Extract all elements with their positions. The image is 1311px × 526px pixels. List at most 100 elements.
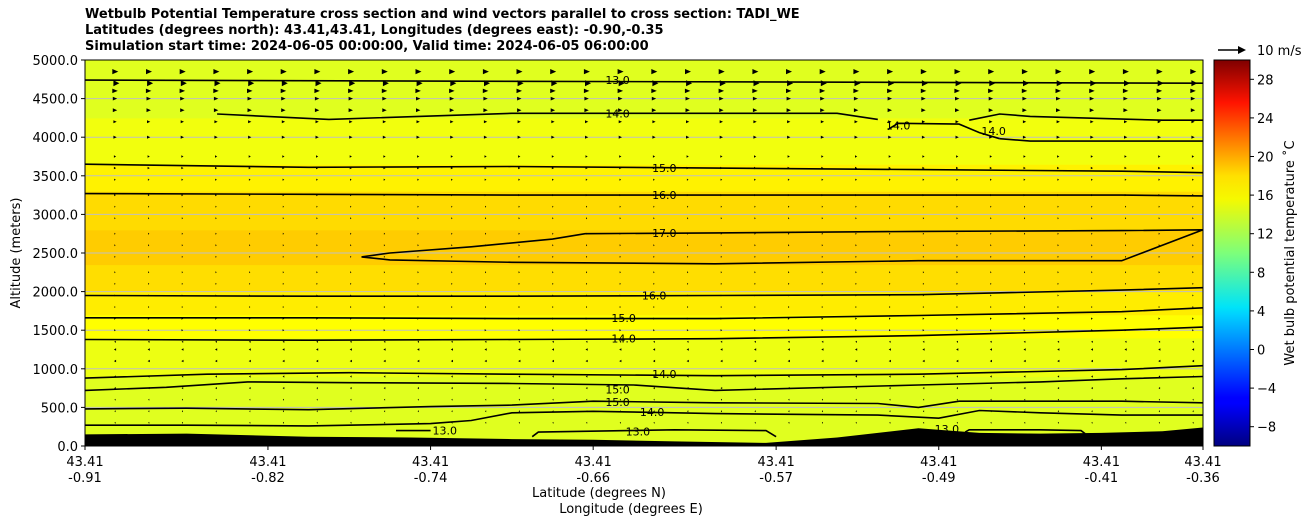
wind-vector: [114, 255, 116, 258]
wind-vector: [754, 398, 756, 401]
wind-vector: [720, 178, 723, 181]
wind-vector: [248, 329, 251, 332]
wind-vector: [1190, 108, 1196, 113]
wind-vector: [517, 108, 522, 113]
wind-vector: [113, 166, 117, 170]
y-tick-label: 5000.0: [33, 54, 79, 69]
wind-vector: [215, 398, 217, 401]
wind-vector: [316, 271, 318, 274]
wind-vector: [282, 359, 285, 363]
wind-vector: [485, 217, 487, 220]
wind-vector: [1023, 317, 1026, 320]
wind-vector: [1124, 329, 1127, 332]
field-band: [85, 117, 1203, 165]
wind-vector: [1089, 69, 1096, 75]
wind-vector: [653, 205, 655, 208]
wind-vector: [889, 232, 891, 235]
wind-vector: [618, 120, 622, 124]
wind-vector: [148, 217, 150, 220]
wind-vector: [147, 194, 150, 197]
wind-vector: [1157, 120, 1161, 124]
wind-vector: [754, 410, 756, 413]
contour-line: [969, 113, 1203, 121]
wind-vector: [552, 398, 554, 401]
wind-vector: [687, 255, 689, 258]
wind-vector: [889, 294, 891, 297]
wind-vector: [1123, 108, 1128, 113]
wind-vector: [518, 398, 520, 401]
wind-vector: [113, 80, 120, 87]
wind-vector: [1057, 232, 1059, 235]
wind-vector: [652, 120, 656, 124]
y-tick-label: 1000.0: [33, 363, 79, 378]
wind-vector: [1056, 135, 1060, 139]
wind-vector: [1091, 329, 1093, 332]
wind-vector: [754, 205, 756, 208]
wind-vector: [147, 340, 150, 343]
wind-vector: [990, 387, 992, 390]
wind-vector: [754, 166, 757, 170]
colorbar-gradient: [1213, 59, 1251, 447]
wind-vector: [415, 88, 421, 94]
wind-vector: [381, 69, 388, 75]
wind-vector: [450, 120, 454, 124]
wind-vector: [821, 217, 823, 220]
wind-vector: [1191, 120, 1195, 124]
wind-vector: [653, 271, 655, 274]
wind-vector: [350, 375, 352, 378]
wind-vector: [585, 317, 588, 320]
wind-vector: [451, 232, 453, 235]
wind-vector: [451, 255, 453, 258]
wind-vector: [350, 387, 352, 390]
wind-vector: [350, 317, 352, 320]
wind-vector: [147, 166, 150, 170]
wind-vector: [1057, 282, 1059, 285]
wind-vector: [282, 232, 284, 235]
wind-vector: [686, 359, 689, 363]
wind-vector: [417, 348, 420, 351]
wind-vector: [821, 155, 824, 158]
wind-vector: [821, 329, 824, 332]
wind-vector: [586, 410, 588, 413]
wind-vector: [1057, 398, 1059, 401]
wind-vector: [1158, 244, 1160, 247]
temperature-field: [85, 60, 1203, 446]
wind-vector: [754, 317, 756, 320]
wind-vector: [1022, 96, 1027, 101]
wind-vector: [181, 244, 183, 247]
wind-vector: [1157, 96, 1162, 101]
wind-vector: [1023, 194, 1026, 197]
wind-vector: [383, 178, 386, 181]
wind-vector: [855, 217, 857, 220]
wind-vector: [450, 166, 453, 170]
wind-vector: [720, 205, 722, 208]
wind-vector: [956, 421, 958, 424]
wind-vector: [145, 88, 152, 94]
contour-label: 15.0: [605, 396, 630, 409]
wind-vector: [147, 329, 150, 332]
wind-vector: [888, 120, 892, 124]
wind-vector: [821, 317, 824, 320]
wind-vector: [350, 410, 352, 413]
wind-vector: [249, 255, 251, 258]
wind-vector: [1122, 69, 1129, 75]
wind-vector: [720, 232, 722, 235]
wind-vector: [687, 271, 689, 274]
wind-vector: [956, 387, 958, 390]
wind-vector: [1156, 69, 1163, 75]
wind-vector: [1091, 255, 1093, 258]
wind-vector: [686, 166, 689, 170]
wind-vector: [585, 194, 588, 197]
wind-vector: [586, 294, 588, 297]
wind-vector: [990, 329, 992, 332]
wind-vector: [990, 205, 992, 208]
wind-vector: [1192, 178, 1194, 181]
wind-vector: [282, 194, 285, 197]
wind-vector: [180, 96, 185, 101]
wind-vector: [619, 375, 622, 378]
wind-vector: [281, 135, 286, 139]
wind-vector: [686, 80, 693, 87]
wind-vector: [181, 348, 184, 351]
wind-vector: [215, 294, 217, 297]
wind-vector: [585, 135, 589, 139]
